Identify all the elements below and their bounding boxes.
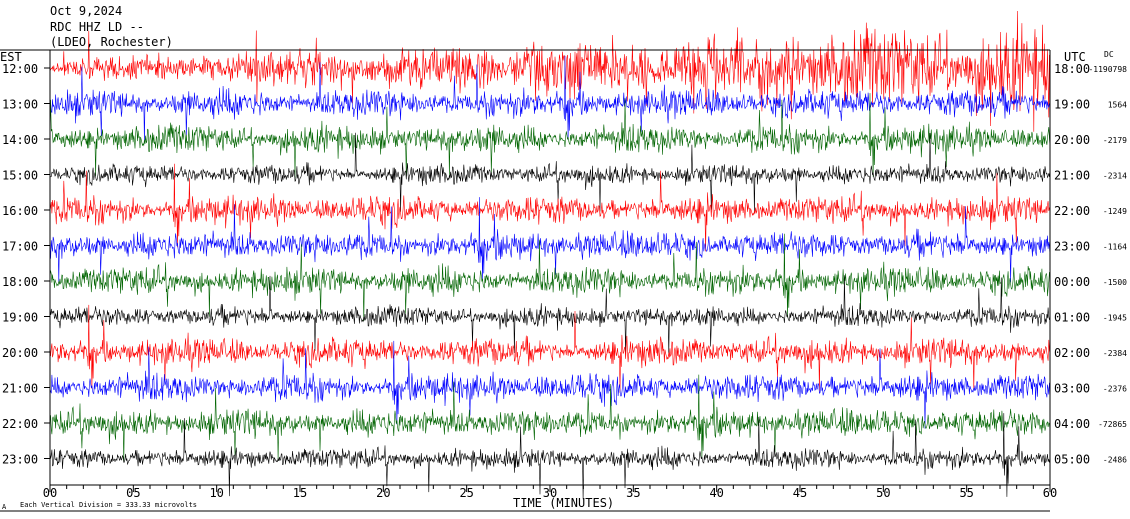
trace-line xyxy=(49,197,1051,283)
dc-offset-label: -1945 xyxy=(1103,314,1127,323)
trace-line xyxy=(49,233,1051,321)
utc-tick-label: 05:00 xyxy=(1054,453,1090,467)
dc-offset-label: -1249 xyxy=(1103,207,1127,216)
est-tick-label: 19:00 xyxy=(2,311,38,325)
utc-tick-label: 23:00 xyxy=(1054,240,1090,254)
utc-tick-label: 00:00 xyxy=(1054,275,1090,289)
utc-tick-label: 18:00 xyxy=(1054,62,1090,76)
utc-tick-label: 02:00 xyxy=(1054,346,1090,360)
trace-line xyxy=(49,413,1051,500)
trace-line xyxy=(49,93,1051,178)
trace-line xyxy=(49,340,1051,429)
trace-layer xyxy=(49,10,1051,500)
x-tick-label: 50 xyxy=(876,486,890,500)
utc-tick-label: 21:00 xyxy=(1054,169,1090,183)
utc-axis-label: UTC xyxy=(1064,50,1086,64)
est-tick-label: 14:00 xyxy=(2,133,38,147)
utc-tick-label: 04:00 xyxy=(1054,417,1090,431)
dc-offset-label: -2376 xyxy=(1103,385,1127,394)
x-tick-label: 15 xyxy=(293,486,307,500)
est-axis-label: EST xyxy=(0,50,22,64)
x-tick-label: 25 xyxy=(459,486,473,500)
x-tick-label: 35 xyxy=(626,486,640,500)
x-tick-label: 10 xyxy=(209,486,223,500)
dc-offset-label: -1500 xyxy=(1103,278,1127,287)
utc-tick-label: 20:00 xyxy=(1054,133,1090,147)
trace-line xyxy=(49,55,1051,144)
x-tick-label: 40 xyxy=(709,486,723,500)
utc-tick-label: 01:00 xyxy=(1054,311,1090,325)
dc-offset-labels: -1190798 1564 -2179 -2314 -1249 -1164 -1500 -19… xyxy=(1088,65,1127,465)
x-tick-label: 30 xyxy=(543,486,557,500)
est-tick-label: 12:00 xyxy=(2,62,38,76)
network-name: (LDEO, Rochester) xyxy=(50,35,173,49)
est-tick-label: 17:00 xyxy=(2,240,38,254)
dc-offset-label: -2384 xyxy=(1103,349,1127,358)
trace-line xyxy=(49,163,1051,252)
dc-offset-label: -72865 xyxy=(1098,420,1127,429)
utc-tick-labels: 18:00 19:00 20:00 21:00 22:00 23:00 00:00 01:00… xyxy=(1054,62,1090,467)
est-tick-label: 23:00 xyxy=(2,453,38,467)
trace-line xyxy=(49,304,1051,393)
station-code: RDC HHZ LD -- xyxy=(50,20,144,34)
est-tick-label: 16:00 xyxy=(2,204,38,218)
dc-offset-label: -2486 xyxy=(1103,456,1127,465)
est-tick-label: 15:00 xyxy=(2,169,38,183)
trace-line xyxy=(49,10,1051,132)
est-tick-label: 21:00 xyxy=(2,382,38,396)
utc-tick-label: 19:00 xyxy=(1054,98,1090,112)
est-tick-label: 20:00 xyxy=(2,346,38,360)
dc-offset-label: -2314 xyxy=(1103,172,1127,181)
x-tick-label: 00 xyxy=(43,486,57,500)
trace-line xyxy=(49,275,1051,356)
est-tick-label: 13:00 xyxy=(2,98,38,112)
x-axis-ticks: 00 05 10 15 20 25 30 35 40 45 50 55 60 xyxy=(43,485,1057,500)
utc-tick-label: 03:00 xyxy=(1054,382,1090,396)
scale-note: Each Vertical Division = 333.33 microvol… xyxy=(20,501,197,509)
x-tick-label: 05 xyxy=(126,486,140,500)
trace-line xyxy=(49,132,1051,214)
x-tick-label: 45 xyxy=(793,486,807,500)
record-date: Oct 9,2024 xyxy=(50,4,122,18)
dc-column-label: DC xyxy=(1104,50,1114,59)
est-tick-label: 22:00 xyxy=(2,417,38,431)
x-tick-label: 20 xyxy=(376,486,390,500)
dc-offset-label: -1164 xyxy=(1103,243,1127,252)
dc-offset-label: -1190798 xyxy=(1088,65,1127,74)
x-tick-label: 55 xyxy=(959,486,973,500)
dc-offset-label: -2179 xyxy=(1103,136,1127,145)
est-tick-labels: 12:00 13:00 14:00 15:00 16:00 17:00 18:00 19:00… xyxy=(2,62,50,467)
trace-line xyxy=(49,374,1051,463)
scale-marker-icon: A xyxy=(2,503,7,511)
utc-tick-label: 22:00 xyxy=(1054,204,1090,218)
dc-offset-label: 1564 xyxy=(1108,101,1127,110)
est-tick-label: 18:00 xyxy=(2,275,38,289)
x-axis-title: TIME (MINUTES) xyxy=(513,496,614,510)
x-tick-label: 60 xyxy=(1043,486,1057,500)
